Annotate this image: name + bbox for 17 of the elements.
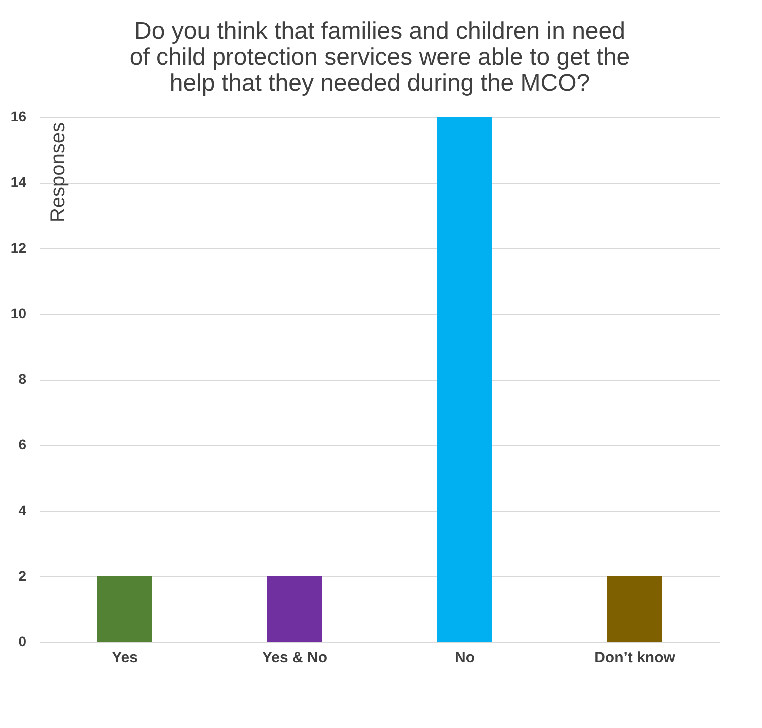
y-tick-label: 6 (18, 436, 27, 453)
x-tick-label: Don’t know (594, 650, 676, 666)
y-tick-label: 4 (18, 502, 27, 518)
y-tick-label: 0 (18, 634, 27, 650)
text: Do you think that families and children in need (134, 18, 626, 45)
x-tick-label: No (455, 650, 475, 666)
text: help that they needed during the MCO? (170, 70, 590, 97)
x-tick-label: Yes (112, 650, 138, 666)
y-tick-label: 2 (18, 568, 27, 584)
y-tick-label: 14 (10, 174, 27, 190)
x-tick-label: Yes & No (262, 650, 328, 666)
y-tick-label: 12 (10, 240, 27, 256)
y-tick-label: 8 (18, 371, 27, 387)
y-axis-title: Responses (48, 122, 70, 223)
y-tick-label: 16 (10, 108, 27, 124)
y-tick-label: 10 (10, 305, 27, 322)
text: of child protection services were able to get the (130, 44, 630, 71)
